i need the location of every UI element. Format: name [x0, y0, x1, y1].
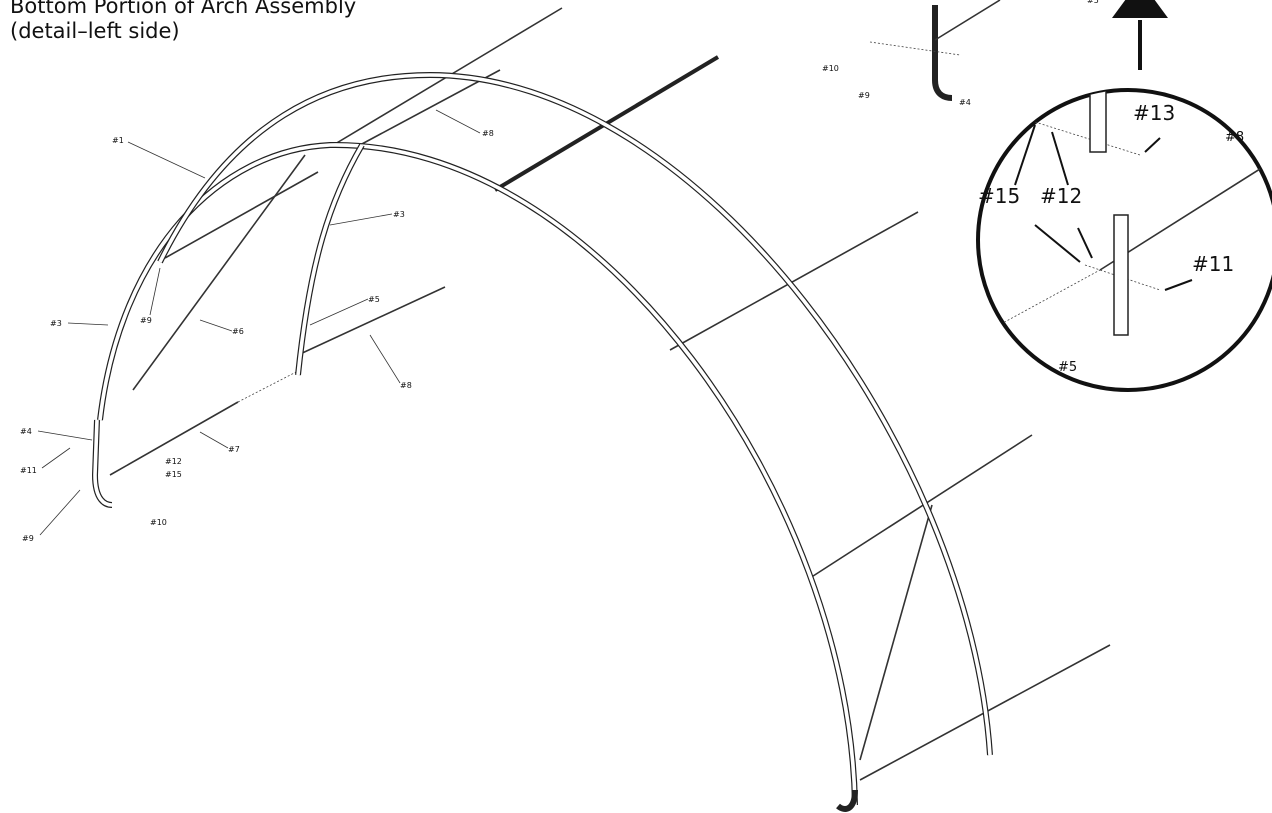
arches [95, 75, 990, 809]
callout: #9 [22, 534, 34, 543]
callout: #5 [368, 295, 380, 304]
inset-callout: #10 [822, 64, 839, 73]
detail-callout: #13 [1133, 101, 1175, 125]
callout: #7 [228, 445, 240, 454]
callout: #12 [165, 457, 182, 466]
callout: #15 [165, 470, 182, 479]
detail-callout: #12 [1040, 184, 1082, 208]
drawing: #1 #8 #3 #9 #5 #3 #6 #8 #4 #7 #11 #12 #15 #10 #9 #5 #10 #… [0, 0, 1272, 813]
detail-callout: #11 [1192, 252, 1234, 276]
detail-circle [978, 0, 1272, 390]
callout: #3 [50, 319, 62, 328]
callout: #3 [393, 210, 405, 219]
inset [870, 0, 1000, 98]
callout: #9 [140, 316, 152, 325]
detail-callout: #5 [1058, 360, 1077, 375]
callout: #8 [482, 129, 494, 138]
callout: #4 [20, 427, 32, 436]
page: Bottom Portion of Arch Assembly (detail–… [0, 0, 1272, 813]
detail-callout: #15 [978, 184, 1020, 208]
inset-callout: #4 [959, 98, 971, 107]
inset-callout: #9 [858, 91, 870, 100]
callout: #1 [112, 136, 124, 145]
callout: #8 [400, 381, 412, 390]
callout: #10 [150, 518, 167, 527]
detail-callout: #8 [1225, 130, 1244, 145]
inset-callout: #5 [1087, 0, 1099, 5]
leader-lines [38, 110, 480, 535]
callout: #6 [232, 327, 244, 336]
callout: #11 [20, 466, 37, 475]
